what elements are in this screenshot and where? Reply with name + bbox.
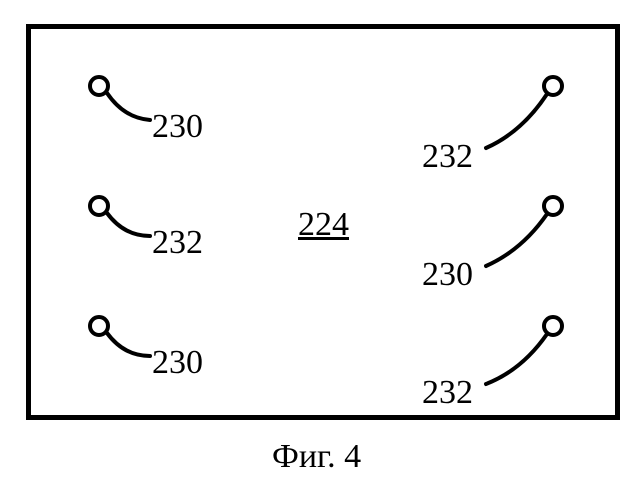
hole-L2 <box>88 195 110 217</box>
lbl-R3: 232 <box>422 374 473 412</box>
hole-R3 <box>542 315 564 337</box>
hole-L1 <box>88 75 110 97</box>
lbl-L3: 230 <box>152 344 203 382</box>
figure-stage: { "canvas": { "w": 644, "h": 500, "bg": … <box>0 0 644 500</box>
hole-L3 <box>88 315 110 337</box>
lbl-R2: 230 <box>422 256 473 294</box>
lbl-R1: 232 <box>422 138 473 176</box>
lbl-L2: 232 <box>152 224 203 262</box>
lbl-L1: 230 <box>152 108 203 146</box>
hole-R1 <box>542 75 564 97</box>
figure-caption: Фиг. 4 <box>272 438 361 476</box>
center-label: 224 <box>298 206 349 244</box>
hole-R2 <box>542 195 564 217</box>
